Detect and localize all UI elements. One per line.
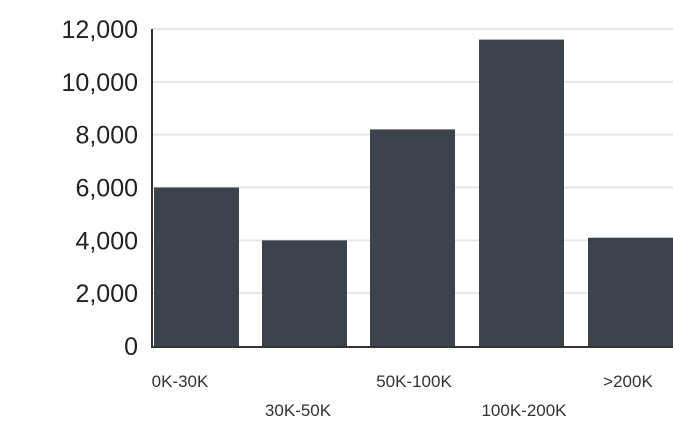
bar [154,187,239,346]
y-tick-label: 0 [124,333,138,361]
x-category-label: 100K-200K [481,401,567,420]
x-category-label: 30K-50K [265,401,332,420]
bar [262,240,347,346]
y-tick-labels: 0 2,000 4,000 6,000 8,000 10,000 12,000 [62,16,138,361]
bar [479,39,564,347]
y-tick-label: 6,000 [75,175,138,203]
y-tick-label: 4,000 [75,227,138,255]
axes [151,29,673,348]
y-tick-label: 12,000 [62,16,138,44]
y-tick-label: 2,000 [75,280,138,308]
x-tick-labels: 0K-30K 30K-50K 50K-100K 100K-200K >200K [152,372,654,420]
bar [370,129,455,346]
bars [154,39,673,347]
x-category-label: 50K-100K [376,372,452,391]
bar [588,237,673,346]
x-category-label: >200K [603,372,653,391]
x-category-label: 0K-30K [152,372,209,391]
y-tick-label: 8,000 [75,122,138,150]
y-tick-label: 10,000 [62,69,138,97]
